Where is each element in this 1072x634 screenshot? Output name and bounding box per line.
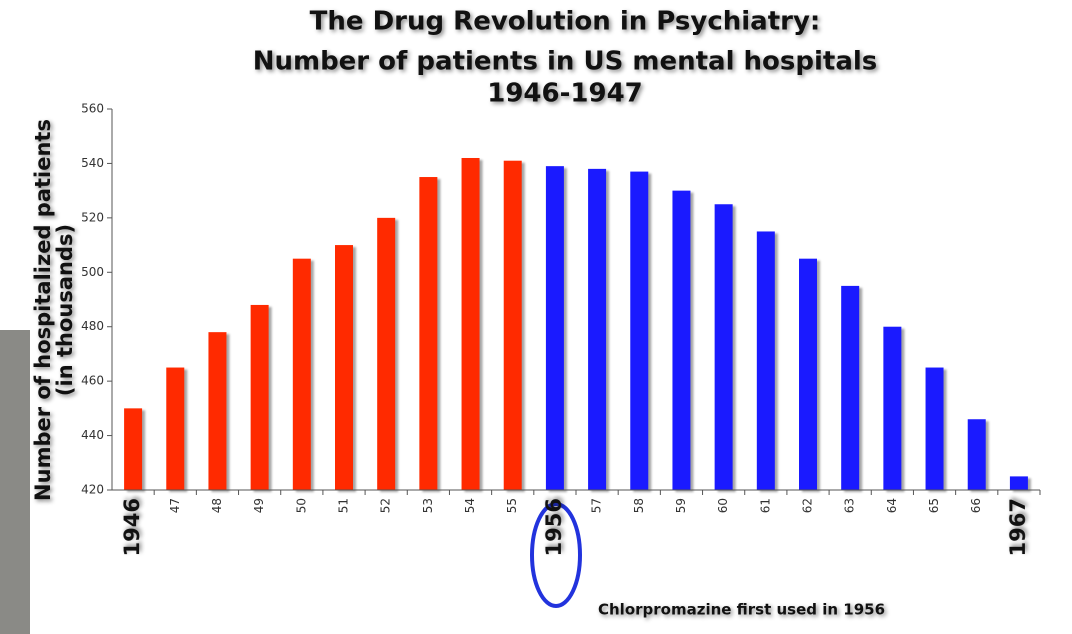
x-tick-label: 48 [210, 498, 224, 513]
chart-title: Number of patients in US mental hospital… [253, 47, 878, 77]
x-tick-label: 59 [674, 498, 688, 513]
x-tick-label: 1967 [1006, 498, 1030, 556]
bar [462, 158, 480, 490]
x-tick-label: 62 [801, 498, 815, 513]
bar [757, 231, 775, 490]
x-tick-label: 51 [337, 498, 351, 513]
y-axis-label: (in thousands) [53, 224, 77, 396]
y-tick-label: 480 [81, 319, 104, 333]
bar [208, 332, 226, 490]
x-tick-label: 57 [590, 498, 604, 513]
y-axis-label: Number of hospitalized patients [31, 119, 55, 501]
bar [630, 172, 648, 490]
chart-title: The Drug Revolution in Psychiatry: [310, 7, 821, 37]
bar [672, 191, 690, 490]
y-tick-label: 540 [81, 156, 104, 170]
bar [588, 169, 606, 490]
x-tick-label: 63 [843, 498, 857, 513]
x-tick-label: 65 [927, 498, 941, 513]
x-tick-label: 60 [716, 498, 730, 513]
annotation: Chlorpromazine first used in 1956 [598, 601, 885, 619]
bar [546, 166, 564, 490]
x-tick-label: 58 [632, 498, 646, 513]
x-tick-label: 55 [505, 498, 519, 513]
bar [124, 408, 142, 490]
bar [926, 368, 944, 490]
y-tick-label: 500 [81, 265, 104, 279]
y-tick-label: 560 [81, 102, 104, 116]
bar [166, 368, 184, 490]
bar [715, 204, 733, 490]
x-tick-label: 50 [294, 498, 308, 513]
x-tick-label: 66 [969, 498, 983, 513]
bar [968, 419, 986, 490]
bar [883, 327, 901, 490]
bar [251, 305, 269, 490]
chart-title: 1946-1947 [487, 79, 643, 109]
y-tick-label: 420 [81, 483, 104, 497]
background-photo-edge [0, 330, 30, 634]
bar [419, 177, 437, 490]
bar [335, 245, 353, 490]
x-tick-label: 47 [168, 498, 182, 513]
y-tick-label: 520 [81, 210, 104, 224]
x-tick-label: 49 [252, 498, 266, 513]
bar [377, 218, 395, 490]
bar [799, 259, 817, 490]
x-tick-label: 1956 [542, 498, 566, 556]
bar [1010, 476, 1028, 490]
x-tick-label: 1946 [120, 498, 144, 556]
x-tick-label: 53 [421, 498, 435, 513]
bar [504, 161, 522, 490]
bar [293, 259, 311, 490]
y-tick-label: 460 [81, 374, 104, 388]
bar [841, 286, 859, 490]
x-tick-label: 61 [758, 498, 772, 513]
y-tick-label: 440 [81, 428, 104, 442]
x-tick-label: 64 [885, 498, 899, 513]
x-tick-label: 54 [463, 498, 477, 513]
chart: The Drug Revolution in Psychiatry: Numbe… [0, 0, 1072, 634]
x-tick-label: 52 [379, 498, 393, 513]
